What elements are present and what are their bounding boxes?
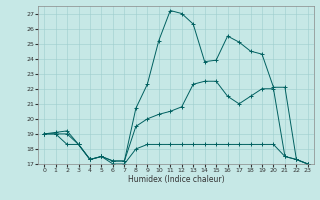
X-axis label: Humidex (Indice chaleur): Humidex (Indice chaleur) [128,175,224,184]
